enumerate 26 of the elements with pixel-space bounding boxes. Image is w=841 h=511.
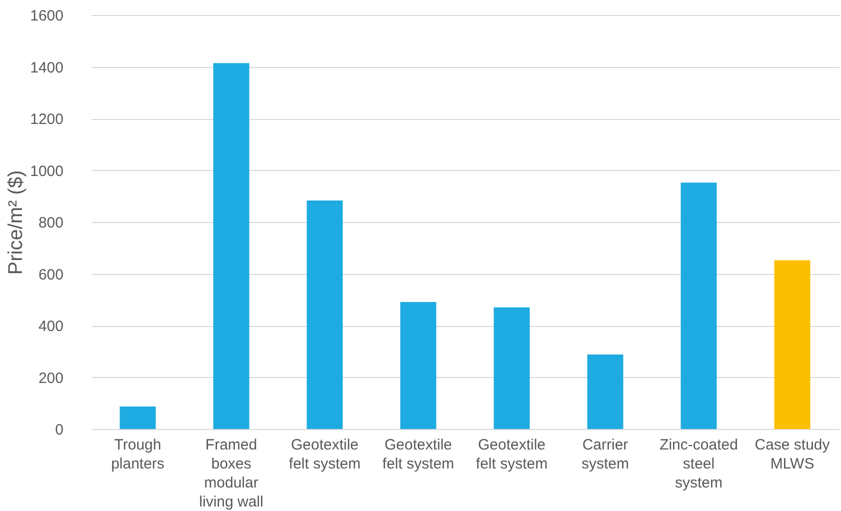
bar [400,302,436,429]
bar [587,354,624,429]
y-tick-label: 0 [55,422,64,438]
y-tick-label: 1400 [30,59,64,76]
bar [774,260,810,429]
bar [306,200,343,429]
y-axis-title: Price/m² ($) [5,170,28,275]
x-tick-label: Geotextile felt system [476,436,548,472]
x-tick-label: Case study MLWS [754,436,830,472]
x-tick-label: Zinc-coated steel system [660,436,738,492]
bar [213,63,250,429]
y-tick-label: 600 [38,266,64,284]
x-tick-label: Geotextile felt system [288,436,361,472]
x-tick-label: Geotextile felt system [382,436,454,472]
y-tick-label: 1600 [30,8,64,24]
y-tick-label: 200 [38,370,64,387]
bar [680,182,717,429]
x-tick-label: Carrier system [581,436,630,472]
x-tick-label: Framed boxes modular living wall [199,436,264,510]
y-tick-label: 1000 [30,162,64,180]
x-tick-label: Trough planters [111,436,164,472]
y-tick-label: 1200 [30,111,64,128]
y-tick-label: 800 [38,214,64,232]
bar [494,307,530,429]
bar [120,406,156,429]
y-tick-label: 400 [38,318,64,335]
